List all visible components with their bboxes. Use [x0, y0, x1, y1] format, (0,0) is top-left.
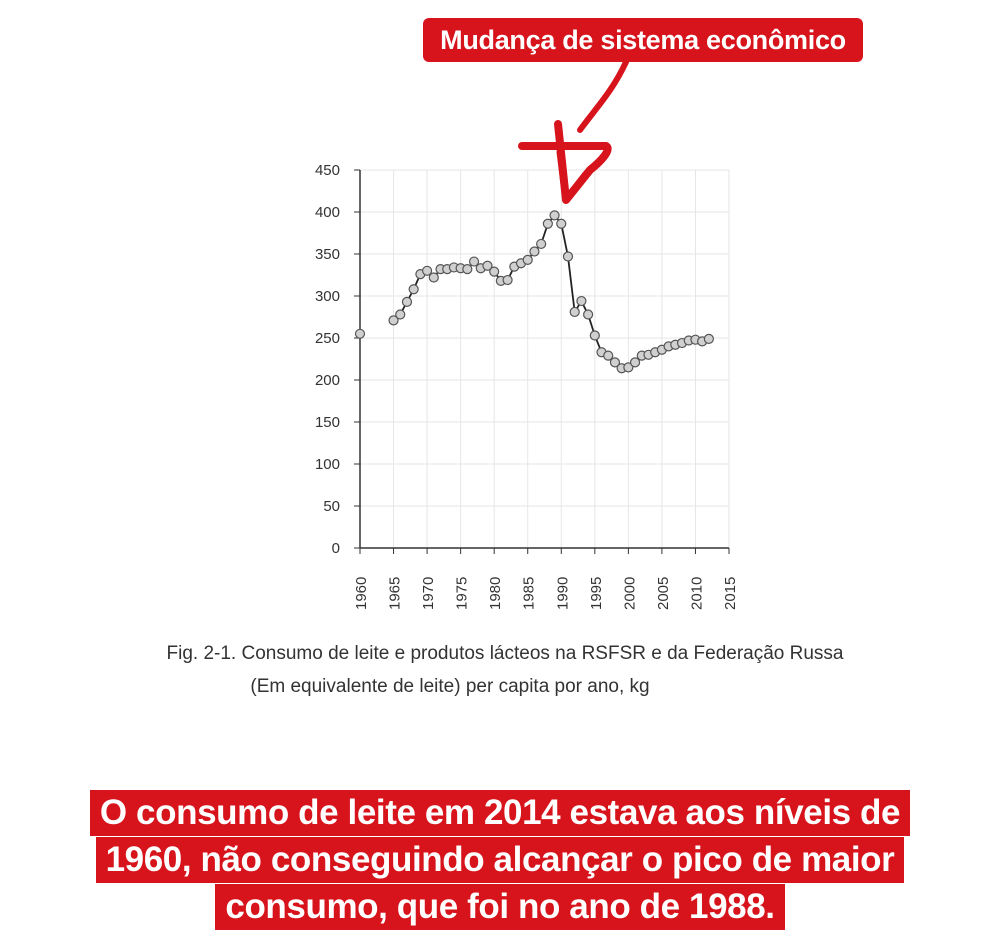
data-point	[388, 315, 399, 326]
arrow-stroke	[518, 120, 612, 204]
y-tick-label: 0	[332, 540, 340, 557]
y-tick-label: 300	[315, 288, 340, 305]
data-point	[462, 264, 473, 275]
data-point	[489, 266, 500, 277]
data-point	[401, 296, 413, 307]
data-point	[408, 284, 419, 295]
data-point	[502, 274, 513, 286]
data-point	[522, 254, 533, 265]
data-point	[603, 350, 614, 361]
x-tick-label: 1970	[420, 577, 437, 610]
figure-caption-line2: (Em equivalente de leite) per capita por…	[250, 676, 650, 697]
figure-caption-line1: Fig. 2-1. Consumo de leite e produtos lá…	[166, 643, 844, 664]
data-point	[549, 210, 560, 221]
x-tick-label: 1980	[487, 577, 504, 610]
x-tick-label: 2000	[621, 577, 638, 610]
footer-line-3: consumo, que foi no ano de 1988.	[215, 884, 785, 930]
arrow-stroke	[556, 148, 590, 204]
y-tick-label: 250	[315, 330, 340, 347]
data-point	[589, 330, 600, 341]
data-point	[609, 357, 621, 368]
y-tick-label: 350	[315, 246, 340, 263]
x-tick-label: 2010	[688, 577, 705, 610]
data-point	[482, 260, 493, 271]
chart-grid	[360, 169, 730, 549]
y-tick-label: 150	[315, 414, 340, 431]
footer-banner: O consumo de leite em 2014 estava aos ní…	[0, 790, 1000, 931]
data-point	[395, 309, 406, 320]
data-point	[556, 218, 567, 229]
y-tick-label: 50	[323, 498, 340, 515]
y-tick-label: 100	[315, 456, 340, 473]
data-point	[542, 218, 553, 229]
data-point	[703, 333, 714, 344]
x-tick-label: 2015	[722, 577, 739, 610]
arrow-stroke	[577, 59, 629, 133]
annotation-banner: Mudança de sistema econômico	[423, 18, 863, 62]
footer-line-1: O consumo de leite em 2014 estava aos ní…	[89, 790, 911, 836]
series-markers	[354, 210, 714, 374]
x-tick-labels: 1960 1965 1970 1975 1980 1985 1990 1995 2000 2005…	[353, 577, 739, 610]
y-tick-label: 200	[315, 372, 340, 389]
x-tick-label: 1990	[554, 577, 571, 610]
x-tick-label: 1975	[454, 577, 471, 610]
chart-axes	[354, 169, 730, 554]
x-tick-label: 1960	[353, 577, 370, 610]
data-point	[629, 357, 641, 368]
x-tick-label: 1965	[387, 577, 404, 610]
data-point	[529, 246, 540, 257]
data-point	[536, 238, 547, 250]
y-tick-label: 400	[315, 204, 340, 221]
y-tick-labels: 0 50 100 150 200 250 300 350 400 450	[315, 162, 340, 557]
data-point	[623, 362, 634, 373]
data-point	[562, 251, 574, 262]
x-tick-label: 1985	[521, 577, 538, 610]
data-point	[421, 265, 433, 276]
footer-line-2: 1960, não conseguindo alcançar o pico de…	[95, 837, 905, 883]
y-tick-label: 450	[315, 162, 340, 179]
data-point	[468, 256, 480, 267]
data-point	[583, 309, 594, 320]
data-point	[569, 306, 580, 318]
data-point	[354, 328, 366, 339]
data-point	[428, 272, 439, 283]
handdrawn-arrow-icon	[518, 59, 629, 204]
data-point	[576, 295, 587, 307]
milk-consumption-chart: 0 50 100 150 200 250 300 350 400 450 1960 1965 1970…	[315, 59, 739, 610]
x-tick-label: 2005	[655, 577, 672, 610]
x-tick-label: 1995	[588, 577, 605, 610]
